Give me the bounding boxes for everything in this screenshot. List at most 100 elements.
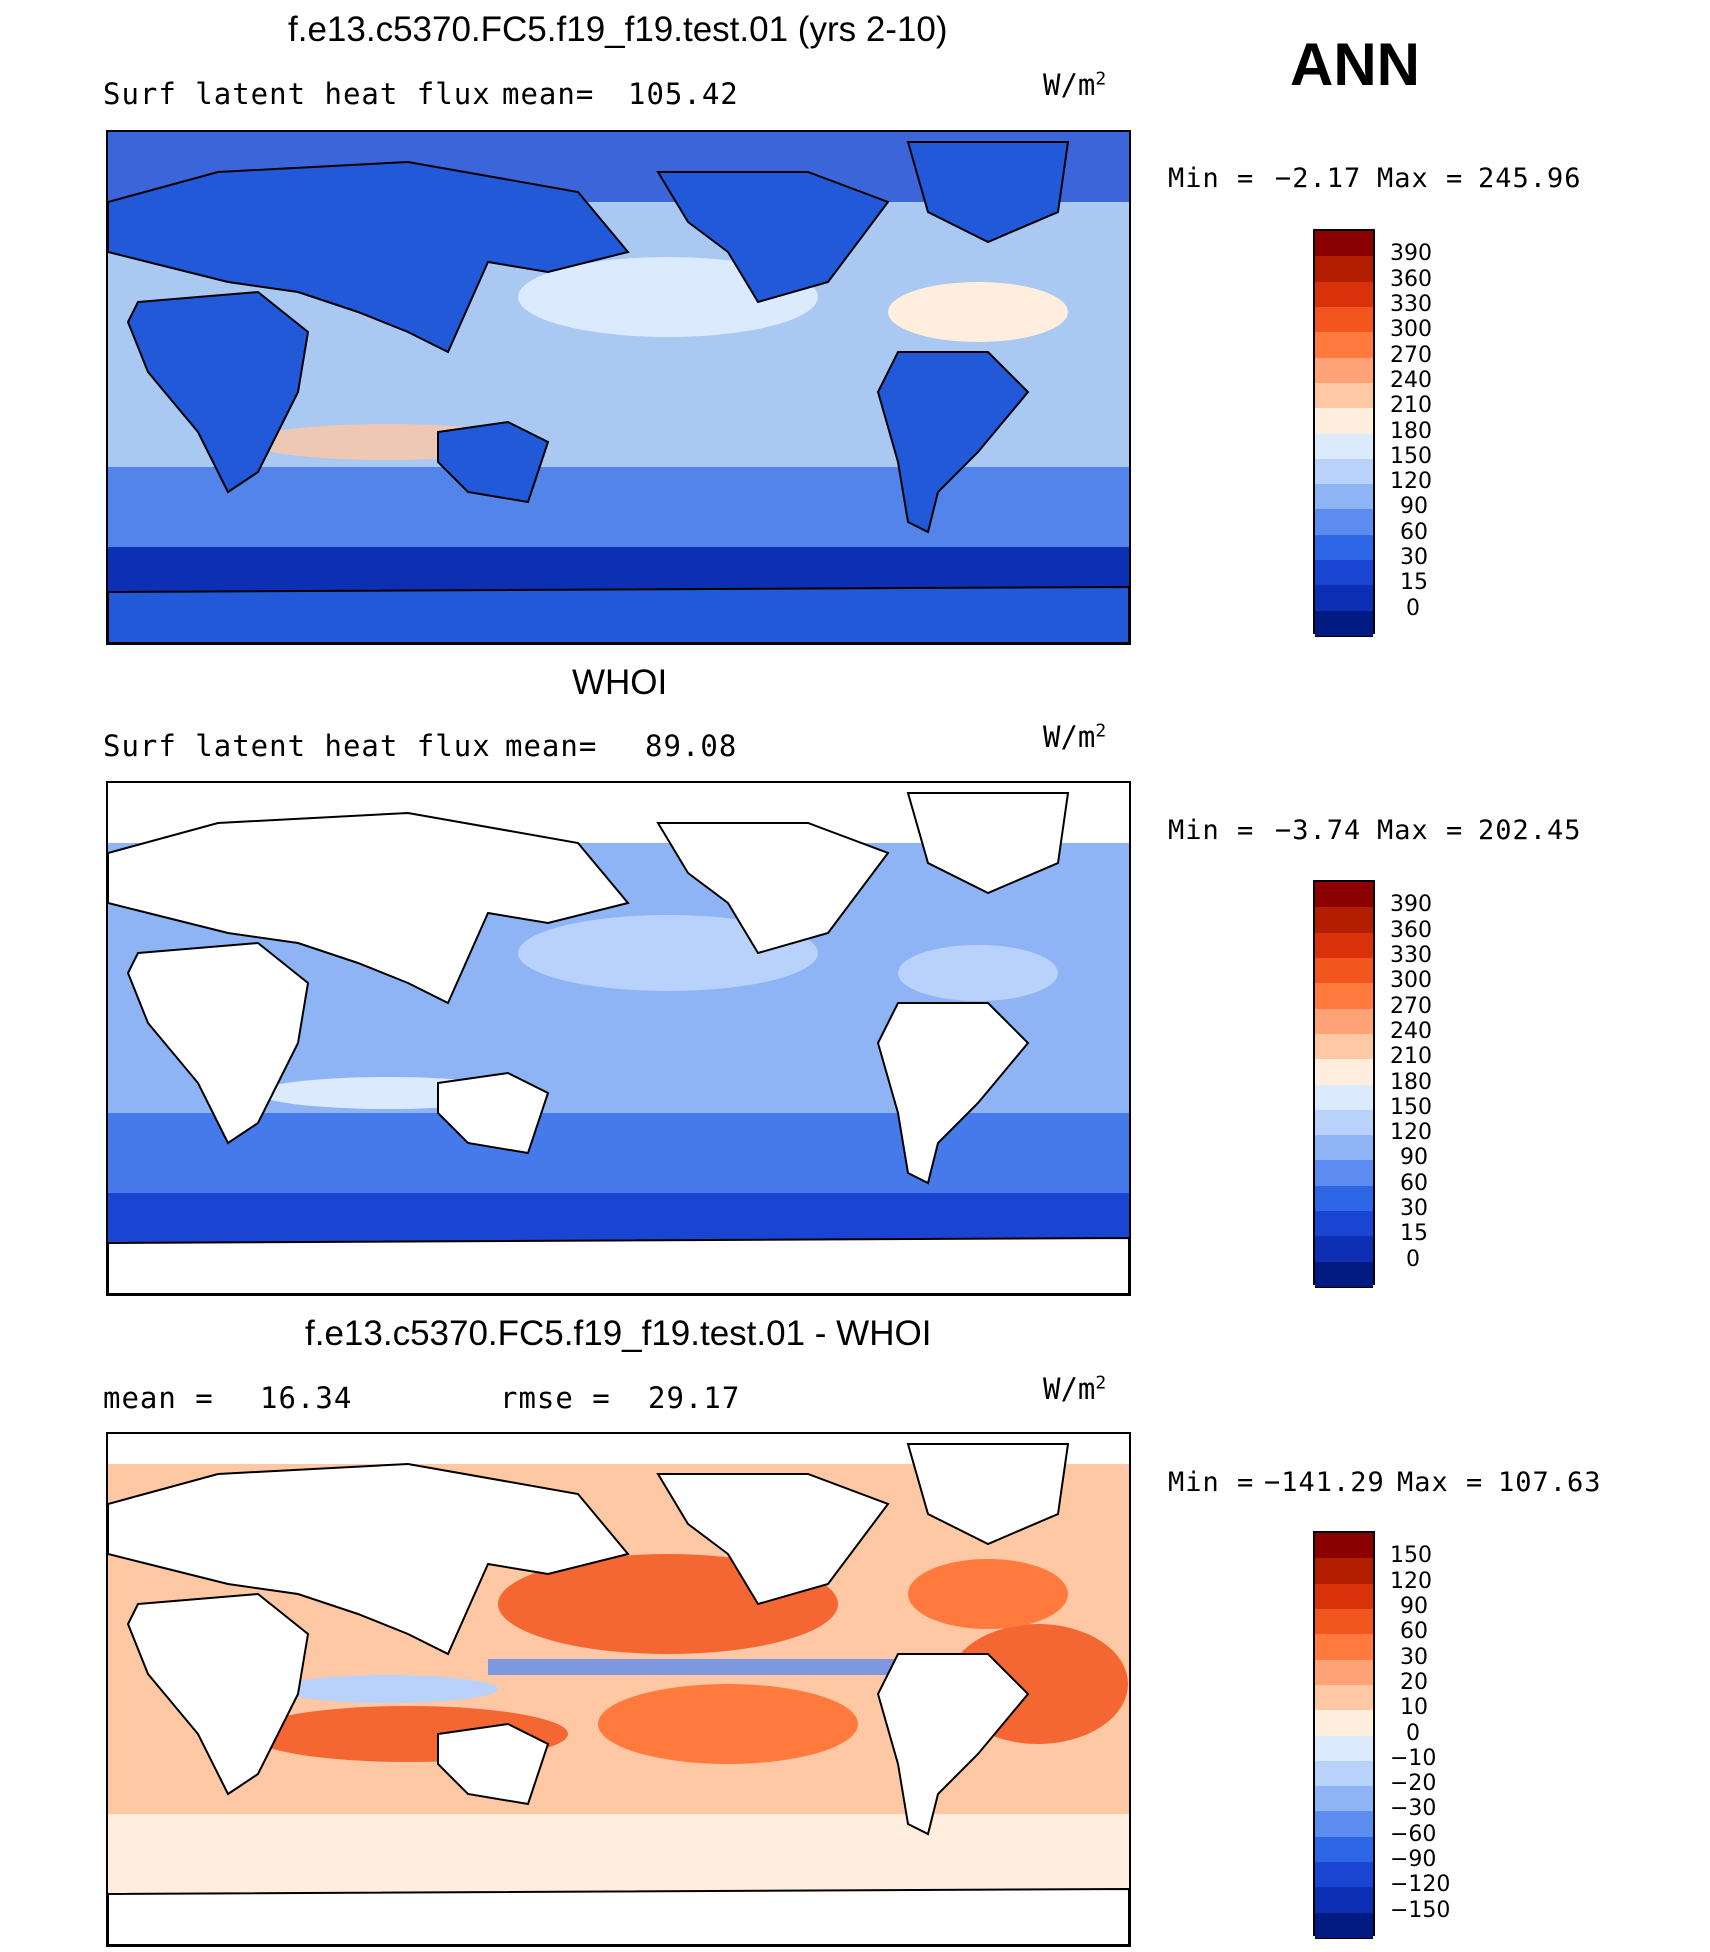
colorbar-swatch — [1315, 1008, 1373, 1035]
colorbar-swatch — [1315, 1084, 1373, 1111]
colorbar-label: 390 — [1390, 241, 1432, 267]
colorbar-swatch — [1315, 1583, 1373, 1610]
colorbar-label: 270 — [1390, 342, 1432, 368]
panel3-positive-anomaly-natlantic — [908, 1559, 1068, 1629]
panel1-mean-value: 105.42 — [628, 77, 739, 111]
panel3-rmse-value: 29.17 — [648, 1381, 741, 1415]
panel1-title: f.e13.c5370.FC5.f19_f19.test.01 (yrs 2-1… — [288, 10, 948, 49]
colorbar-label: 210 — [1390, 393, 1432, 419]
colorbar-label: 330 — [1390, 942, 1432, 968]
colorbar-label: 240 — [1390, 1018, 1432, 1044]
colorbar-label: 150 — [1390, 1094, 1432, 1120]
panel1-max-value: 245.96 — [1478, 163, 1582, 194]
colorbar-swatch — [1315, 1236, 1373, 1263]
colorbar-swatch — [1315, 932, 1373, 959]
panel2-min-value: −3.74 — [1275, 815, 1362, 846]
colorbar-swatch — [1315, 484, 1373, 511]
colorbar-label: 360 — [1390, 917, 1432, 943]
panel3-min-label: Min = — [1168, 1467, 1255, 1498]
panel2-colorbar-labels: 390 360 330 300 270 240 210 180 150 120 90 60 30 15 0 — [1390, 880, 1470, 1285]
panel2-midlat-band-south — [108, 1113, 1129, 1193]
colorbar-label: 10 — [1400, 1695, 1428, 1721]
panel2-subtropical-high-atlantic — [898, 945, 1058, 1001]
panel2-colorbar — [1313, 880, 1375, 1288]
panel3-negative-anomaly-equator — [488, 1659, 908, 1675]
panel1-subtropical-high-atlantic — [888, 282, 1068, 342]
colorbar-label: 15 — [1400, 1221, 1428, 1247]
colorbar-swatch — [1315, 560, 1373, 587]
colorbar-label: 120 — [1390, 469, 1432, 495]
colorbar-swatch — [1315, 957, 1373, 985]
panel2-min-label: Min = — [1168, 815, 1255, 846]
season-label: ANN — [1290, 31, 1420, 98]
panel3-colorbar-labels: 150 120 90 60 30 20 10 0 −10 −20 −30 −60 −90 −120 −150 — [1390, 1531, 1480, 1936]
panel3-map — [106, 1432, 1131, 1947]
colorbar-label: −90 — [1390, 1847, 1437, 1873]
colorbar-swatch — [1315, 1862, 1373, 1889]
colorbar-swatch — [1315, 1912, 1373, 1939]
colorbar-label: 30 — [1400, 545, 1428, 571]
colorbar-label: 180 — [1390, 418, 1432, 444]
colorbar-label: 120 — [1390, 1120, 1432, 1146]
colorbar-label: −20 — [1390, 1771, 1437, 1797]
panel3-min-value: −141.29 — [1264, 1467, 1385, 1498]
panel2-subtropical-high-pacific — [518, 915, 818, 991]
colorbar-swatch — [1315, 1608, 1373, 1636]
colorbar-label: 60 — [1400, 519, 1428, 545]
panel2-max-label: Max = — [1377, 815, 1464, 846]
colorbar-label: 300 — [1390, 968, 1432, 994]
colorbar-swatch — [1315, 1160, 1373, 1187]
panel3-title: f.e13.c5370.FC5.f19_f19.test.01 - WHOI — [305, 1314, 932, 1353]
colorbar-label: 90 — [1400, 1593, 1428, 1619]
colorbar-label: 240 — [1390, 367, 1432, 393]
colorbar-swatch — [1315, 1811, 1373, 1838]
colorbar-swatch — [1315, 1634, 1373, 1661]
panel1-mean-label: mean= — [502, 77, 595, 111]
colorbar-swatch — [1315, 1533, 1373, 1560]
colorbar-label: 300 — [1390, 317, 1432, 343]
colorbar-label: 0 — [1406, 1720, 1420, 1746]
panel1-midlat-band-south — [108, 467, 1129, 547]
colorbar-swatch — [1315, 256, 1373, 283]
colorbar-label: 360 — [1390, 266, 1432, 292]
colorbar-swatch — [1315, 1836, 1373, 1864]
colorbar-swatch — [1315, 458, 1373, 486]
panel3-mean-value: 16.34 — [260, 1381, 353, 1415]
colorbar-label: 15 — [1400, 570, 1428, 596]
panel1-map — [106, 130, 1131, 645]
panel3-units: W/m2 — [1043, 1372, 1107, 1406]
colorbar-label: 30 — [1400, 1644, 1428, 1670]
colorbar-label: 150 — [1390, 1543, 1432, 1569]
panel3-max-value: 107.63 — [1498, 1467, 1602, 1498]
colorbar-swatch — [1315, 1261, 1373, 1288]
colorbar-swatch — [1315, 433, 1373, 460]
colorbar-swatch — [1315, 231, 1373, 258]
colorbar-label: 90 — [1400, 1145, 1428, 1171]
colorbar-swatch — [1315, 332, 1373, 359]
colorbar-label: 330 — [1390, 291, 1432, 317]
colorbar-label: 0 — [1406, 595, 1420, 621]
panel1-variable-label: Surf latent heat flux — [103, 77, 491, 111]
colorbar-swatch — [1315, 509, 1373, 536]
colorbar-swatch — [1315, 610, 1373, 637]
colorbar-label: 120 — [1390, 1568, 1432, 1594]
panel2-mean-label: mean= — [505, 729, 598, 763]
panel3-rmse-label: rmse = — [500, 1381, 611, 1415]
colorbar-swatch — [1315, 1760, 1373, 1788]
colorbar-swatch — [1315, 1786, 1373, 1813]
colorbar-label: 210 — [1390, 1044, 1432, 1070]
colorbar-label: 60 — [1400, 1619, 1428, 1645]
colorbar-swatch — [1315, 408, 1373, 435]
colorbar-swatch — [1315, 1135, 1373, 1162]
colorbar-swatch — [1315, 1059, 1373, 1086]
panel1-max-label: Max = — [1377, 163, 1464, 194]
colorbar-label: −120 — [1390, 1872, 1451, 1898]
colorbar-label: −30 — [1390, 1796, 1437, 1822]
colorbar-swatch — [1315, 1109, 1373, 1137]
colorbar-swatch — [1315, 1558, 1373, 1585]
colorbar-label: 270 — [1390, 993, 1432, 1019]
panel1-colorbar-labels: 390 360 330 300 270 240 210 180 150 120 90 60 30 15 0 — [1390, 229, 1470, 634]
panel1-units: W/m2 — [1043, 68, 1107, 102]
colorbar-swatch — [1315, 1033, 1373, 1061]
colorbar-swatch — [1315, 907, 1373, 934]
